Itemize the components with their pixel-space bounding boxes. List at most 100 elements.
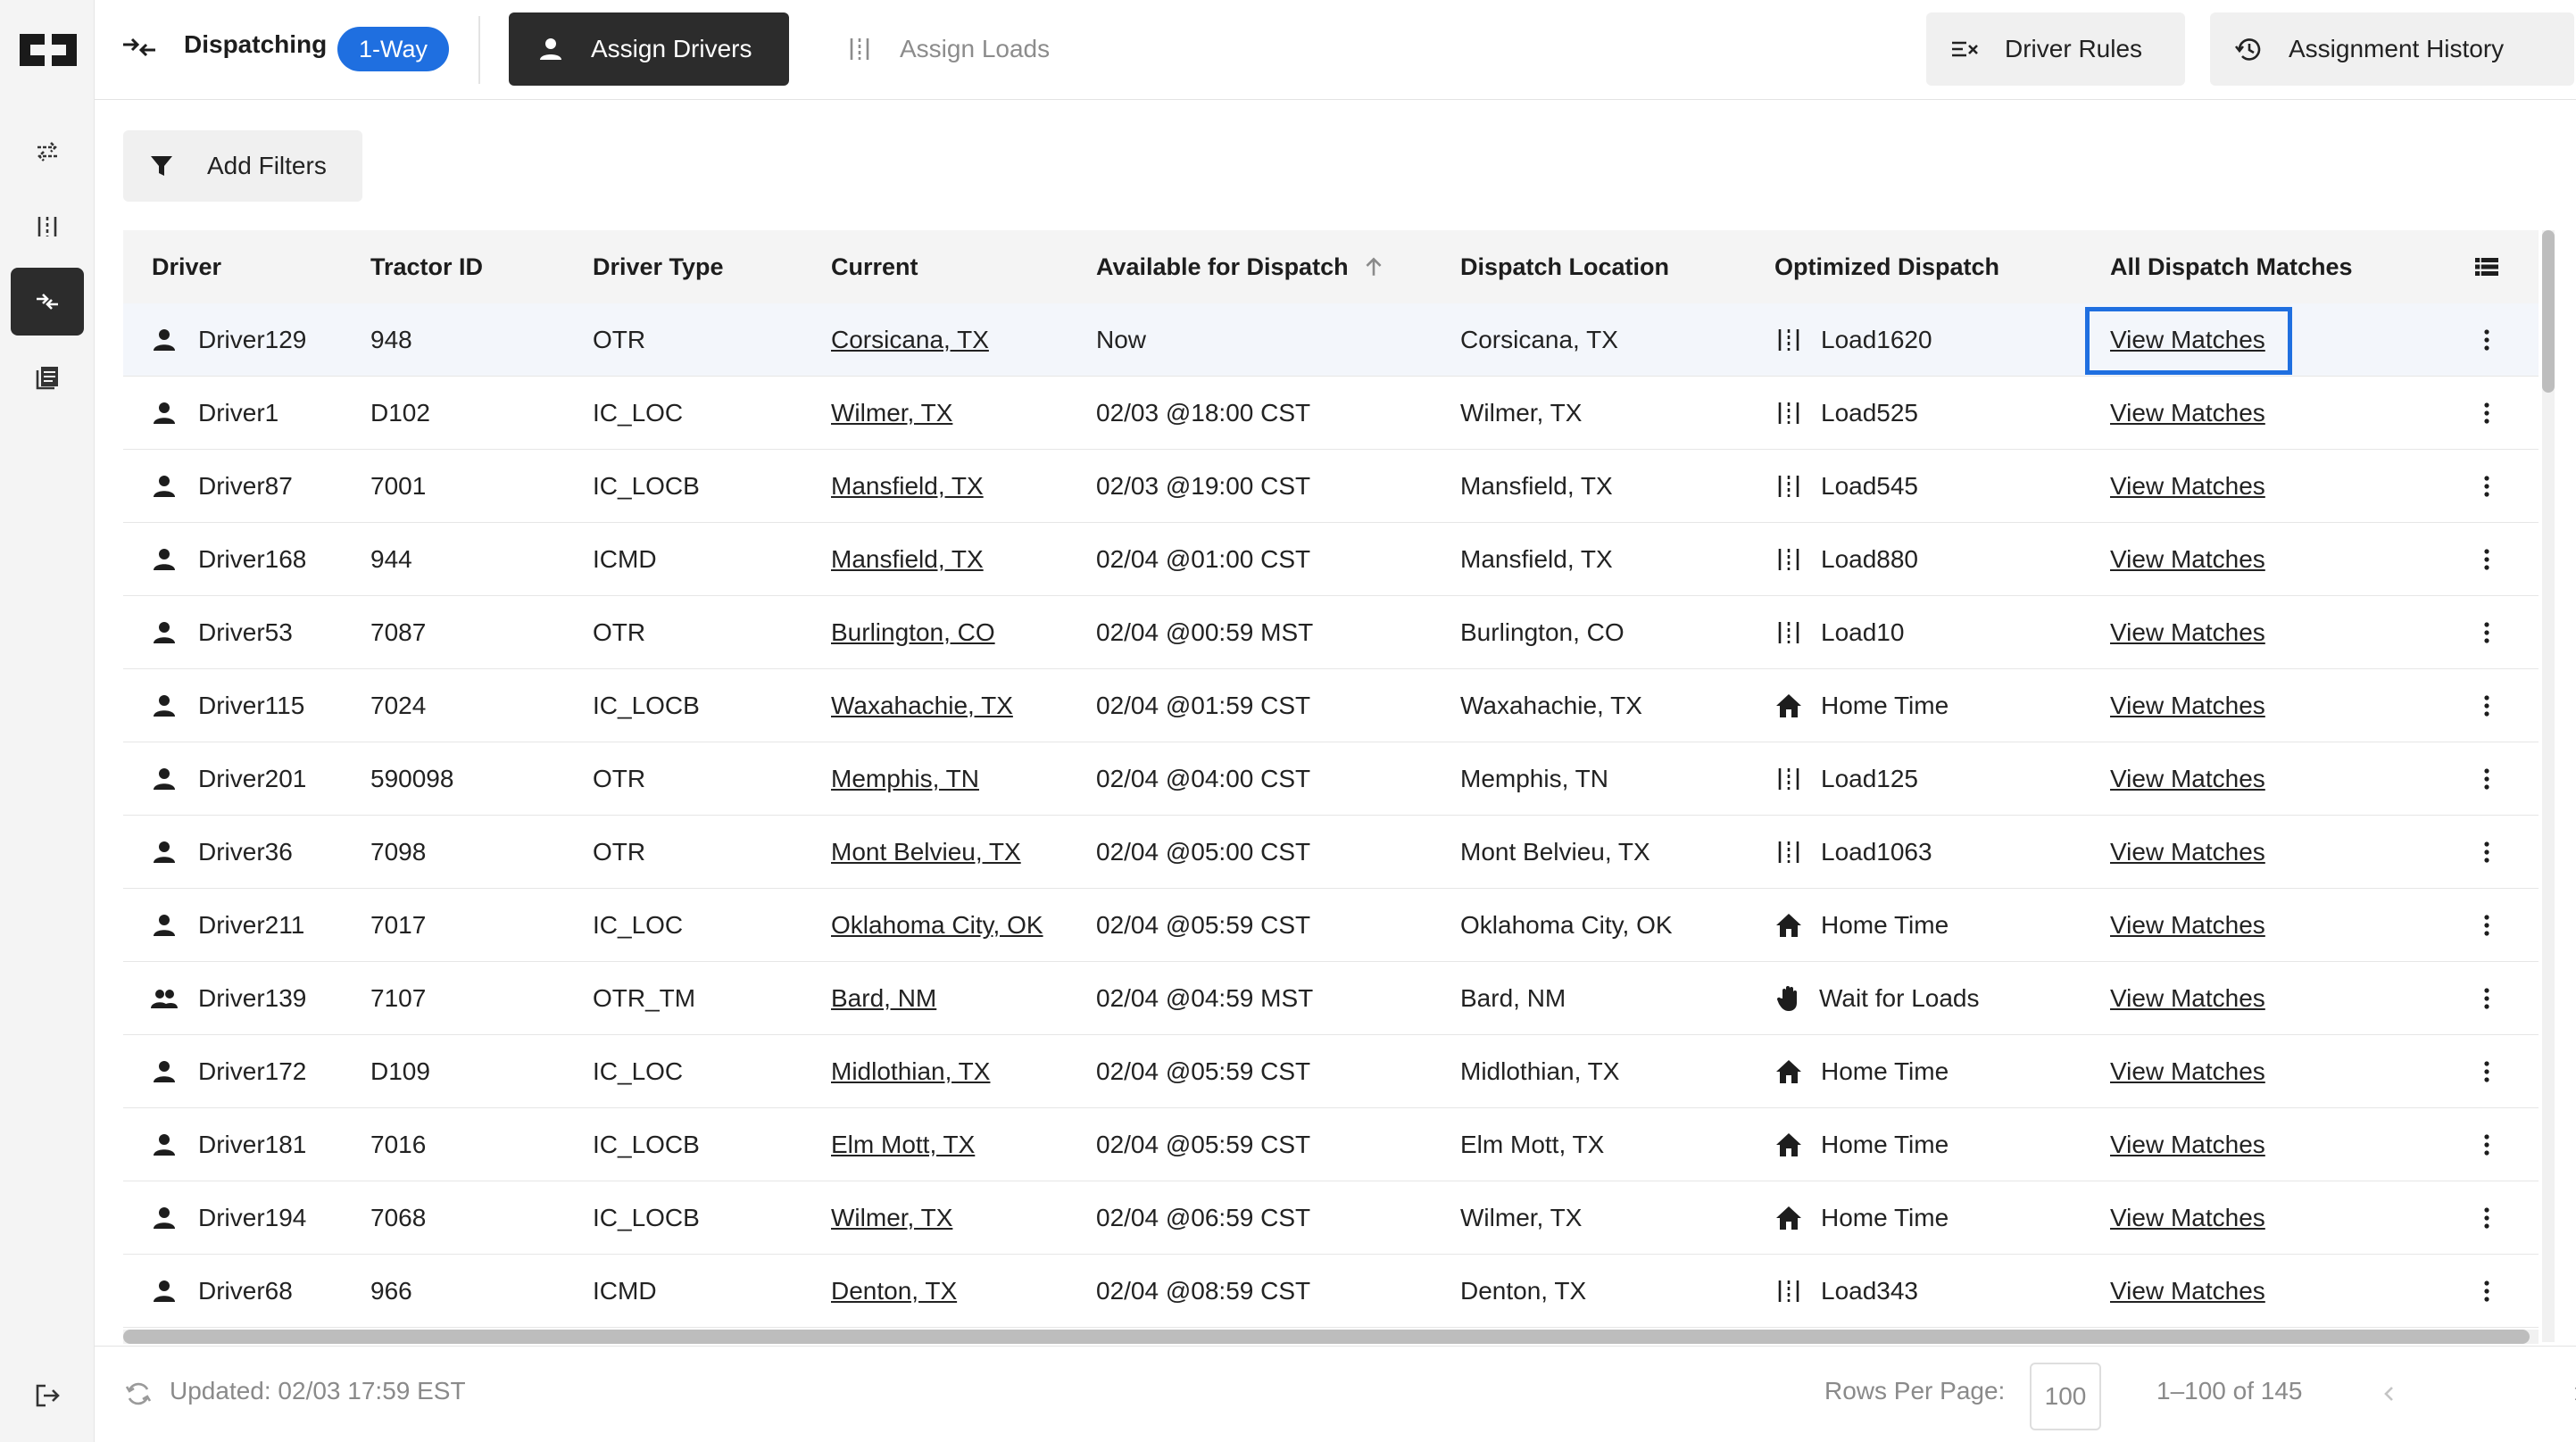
scroll-thumb[interactable] [2542, 230, 2555, 393]
tab-assign-loads[interactable]: Assign Loads [832, 12, 1073, 86]
more-options-icon[interactable] [2472, 1204, 2501, 1232]
more-options-icon[interactable] [2472, 399, 2501, 427]
mode-badge[interactable]: 1-Way [337, 27, 450, 71]
table-row[interactable]: Driver36 7098 OTR Mont Belvieu, TX 02/04 @05… [123, 816, 2539, 889]
view-matches-link[interactable]: View Matches [2110, 911, 2265, 939]
current-location-link[interactable]: Denton, TX [831, 1277, 958, 1305]
current-location-link[interactable]: Burlington, CO [831, 618, 995, 646]
view-matches-link[interactable]: View Matches [2110, 1277, 2265, 1305]
more-options-icon[interactable] [2472, 765, 2501, 793]
column-header-driver-type[interactable]: Driver Type [593, 253, 724, 280]
current-location-link[interactable]: Mont Belvieu, TX [831, 838, 1021, 866]
view-matches-link[interactable]: View Matches [2110, 399, 2265, 427]
optimized-dispatch[interactable]: Load1620 [1821, 326, 1932, 353]
table-row[interactable]: Driver87 7001 IC_LOCB Mansfield, TX 02/03 @1… [123, 450, 2539, 523]
current-location-link[interactable]: Mansfield, TX [831, 472, 984, 500]
next-page-icon[interactable] [2564, 1379, 2576, 1409]
logout-button[interactable] [25, 1378, 70, 1413]
table-row[interactable]: Driver172 D109 IC_LOC Midlothian, TX 02/04 @… [123, 1035, 2539, 1108]
view-matches-link[interactable]: View Matches [2110, 692, 2265, 719]
view-matches-link[interactable]: View Matches [2110, 618, 2265, 646]
view-matches-link[interactable]: View Matches [2110, 838, 2265, 866]
driver-name[interactable]: Driver168 [198, 545, 307, 573]
rows-per-page-select[interactable]: 100 [2030, 1363, 2101, 1430]
column-header-current[interactable]: Current [831, 253, 918, 280]
tab-assign-drivers[interactable]: Assign Drivers [509, 12, 789, 86]
column-settings-icon[interactable] [2472, 253, 2501, 281]
column-header-all-matches[interactable]: All Dispatch Matches [2110, 253, 2353, 280]
driver-name[interactable]: Driver129 [198, 326, 307, 353]
optimized-dispatch[interactable]: Home Time [1821, 1057, 1949, 1085]
table-row[interactable]: Driver115 7024 IC_LOCB Waxahachie, TX 02/04 … [123, 669, 2539, 742]
sidebar-item-dispatching[interactable] [11, 268, 84, 336]
column-header-tractor-id[interactable]: Tractor ID [370, 253, 484, 280]
driver-name[interactable]: Driver139 [198, 984, 307, 1012]
more-options-icon[interactable] [2472, 984, 2501, 1013]
table-row[interactable]: Driver139 7107 OTR_TM Bard, NM 02/04 @04:59 … [123, 962, 2539, 1035]
more-options-icon[interactable] [2472, 1057, 2501, 1086]
table-row[interactable]: Driver194 7068 IC_LOCB Wilmer, TX 02/04 @06:… [123, 1181, 2539, 1255]
table-row[interactable]: Driver211 7017 IC_LOC Oklahoma City, OK 02/0… [123, 889, 2539, 962]
more-options-icon[interactable] [2472, 1277, 2501, 1305]
current-location-link[interactable]: Corsicana, TX [831, 326, 989, 353]
optimized-dispatch[interactable]: Load125 [1821, 765, 1919, 792]
current-location-link[interactable]: Bard, NM [831, 984, 937, 1012]
current-location-link[interactable]: Wilmer, TX [831, 399, 953, 427]
more-options-icon[interactable] [2472, 1131, 2501, 1159]
column-header-optimized-dispatch[interactable]: Optimized Dispatch [1774, 253, 2000, 280]
sidebar-item-reports[interactable] [11, 343, 84, 410]
view-matches-link[interactable]: View Matches [2110, 545, 2265, 573]
driver-name[interactable]: Driver68 [198, 1277, 293, 1305]
more-options-icon[interactable] [2472, 326, 2501, 354]
driver-name[interactable]: Driver211 [198, 911, 305, 939]
table-row[interactable]: Driver181 7016 IC_LOCB Elm Mott, TX 02/04 @0… [123, 1108, 2539, 1181]
driver-name[interactable]: Driver36 [198, 838, 293, 866]
column-header-dispatch-location[interactable]: Dispatch Location [1460, 253, 1670, 280]
assignment-history-button[interactable]: Assignment History [2210, 12, 2574, 86]
optimized-dispatch[interactable]: Load1063 [1821, 838, 1932, 866]
view-matches-link[interactable]: View Matches [2110, 765, 2265, 792]
more-options-icon[interactable] [2472, 911, 2501, 940]
optimized-dispatch[interactable]: Load880 [1821, 545, 1919, 573]
driver-name[interactable]: Driver181 [198, 1131, 307, 1158]
view-matches-link[interactable]: View Matches [2110, 326, 2265, 353]
more-options-icon[interactable] [2472, 618, 2501, 647]
more-options-icon[interactable] [2472, 692, 2501, 720]
driver-name[interactable]: Driver53 [198, 618, 293, 646]
view-matches-link[interactable]: View Matches [2110, 1204, 2265, 1231]
scroll-thumb[interactable] [123, 1330, 2530, 1344]
optimized-dispatch[interactable]: Home Time [1821, 911, 1949, 939]
table-row[interactable]: Driver201 590098 OTR Memphis, TN 02/04 @04:0… [123, 742, 2539, 816]
vertical-scrollbar[interactable] [2542, 230, 2555, 1342]
app-logo[interactable] [20, 34, 77, 66]
optimized-dispatch[interactable]: Home Time [1821, 1204, 1949, 1231]
driver-name[interactable]: Driver1 [198, 399, 279, 427]
horizontal-scrollbar[interactable] [123, 1330, 2539, 1344]
optimized-dispatch[interactable]: Home Time [1821, 1131, 1949, 1158]
column-header-driver[interactable]: Driver [152, 253, 222, 280]
current-location-link[interactable]: Oklahoma City, OK [831, 911, 1043, 939]
column-header-available[interactable]: Available for Dispatch [1096, 230, 1385, 303]
table-row[interactable]: Driver129 948 OTR Corsicana, TX Now Corsicana… [123, 303, 2539, 377]
table-row[interactable]: Driver68 966 ICMD Denton, TX 02/04 @08:59 CS… [123, 1255, 2539, 1328]
view-matches-link[interactable]: View Matches [2110, 1057, 2265, 1085]
driver-name[interactable]: Driver194 [198, 1204, 307, 1231]
more-options-icon[interactable] [2472, 472, 2501, 501]
driver-name[interactable]: Driver201 [198, 765, 307, 792]
driver-name[interactable]: Driver172 [198, 1057, 307, 1085]
sidebar-item-loads[interactable] [11, 193, 84, 261]
optimized-dispatch[interactable]: Load10 [1821, 618, 1905, 646]
previous-page-icon[interactable] [2374, 1379, 2405, 1409]
more-options-icon[interactable] [2472, 838, 2501, 866]
sidebar-item-swap[interactable] [11, 118, 84, 186]
driver-name[interactable]: Driver115 [198, 692, 305, 719]
optimized-dispatch[interactable]: Wait for Loads [1819, 984, 1980, 1012]
table-row[interactable]: Driver53 7087 OTR Burlington, CO 02/04 @00:5… [123, 596, 2539, 669]
view-matches-link[interactable]: View Matches [2110, 1131, 2265, 1158]
optimized-dispatch[interactable]: Load343 [1821, 1277, 1919, 1305]
driver-name[interactable]: Driver87 [198, 472, 293, 500]
current-location-link[interactable]: Midlothian, TX [831, 1057, 991, 1085]
add-filters-button[interactable]: Add Filters [123, 130, 362, 202]
optimized-dispatch[interactable]: Load545 [1821, 472, 1919, 500]
optimized-dispatch[interactable]: Home Time [1821, 692, 1949, 719]
